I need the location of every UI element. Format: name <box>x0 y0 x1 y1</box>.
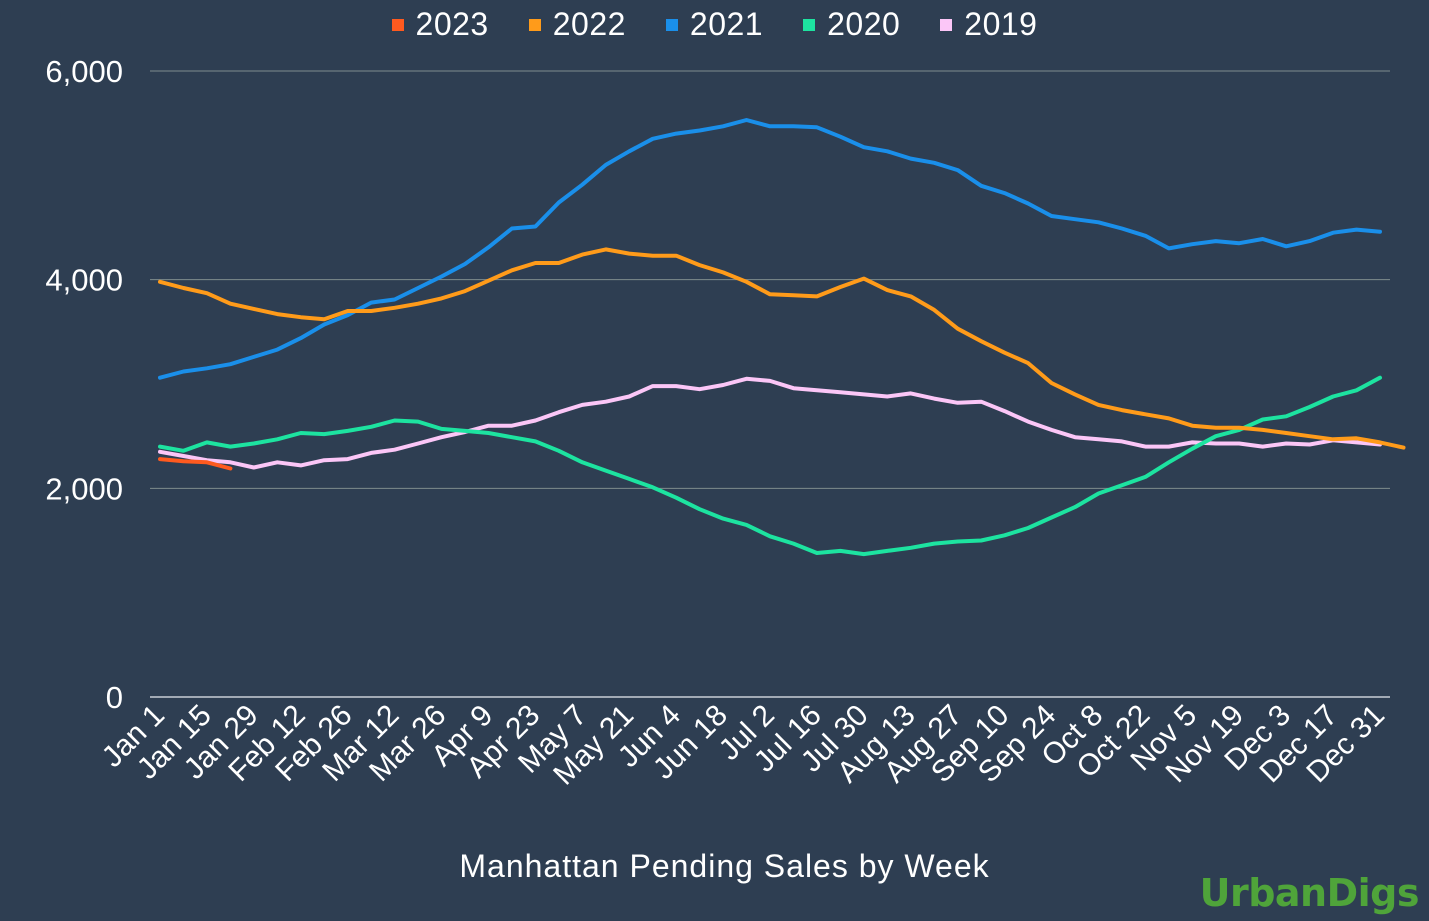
legend-label: 2023 <box>415 6 489 42</box>
series-line-2021 <box>158 118 1382 380</box>
series-line-2019 <box>158 376 1382 470</box>
legend-label: 2021 <box>689 6 764 42</box>
y-tick-label: 4,000 <box>45 263 123 298</box>
y-tick-label: 2,000 <box>45 471 123 506</box>
x-axis-label: Manhattan Pending Sales by Week <box>459 848 990 884</box>
legend-item-2023: 2023 <box>391 6 489 43</box>
legend-item-2022: 2022 <box>528 6 626 43</box>
legend: 2023 2022 2021 2020 2019 <box>0 6 1429 43</box>
legend-swatch <box>528 18 541 31</box>
legend-item-2019: 2019 <box>940 6 1037 43</box>
legend-swatch <box>391 18 404 31</box>
series-line-2020 <box>158 375 1382 557</box>
legend-label: 2022 <box>552 6 626 42</box>
legend-item-2021: 2021 <box>665 6 764 43</box>
y-tick-label: 6,000 <box>45 54 123 89</box>
urbandigs-logo: UrbanDigs <box>1199 871 1420 915</box>
legend-swatch <box>803 18 816 31</box>
legend-swatch <box>665 18 678 31</box>
series-line-2022 <box>158 247 1406 450</box>
series-line-2023 <box>158 457 233 471</box>
legend-swatch <box>940 18 953 31</box>
legend-label: 2019 <box>964 6 1038 42</box>
y-tick-label: 0 <box>106 680 123 715</box>
legend-item-2020: 2020 <box>803 6 900 43</box>
legend-label: 2020 <box>827 6 901 42</box>
